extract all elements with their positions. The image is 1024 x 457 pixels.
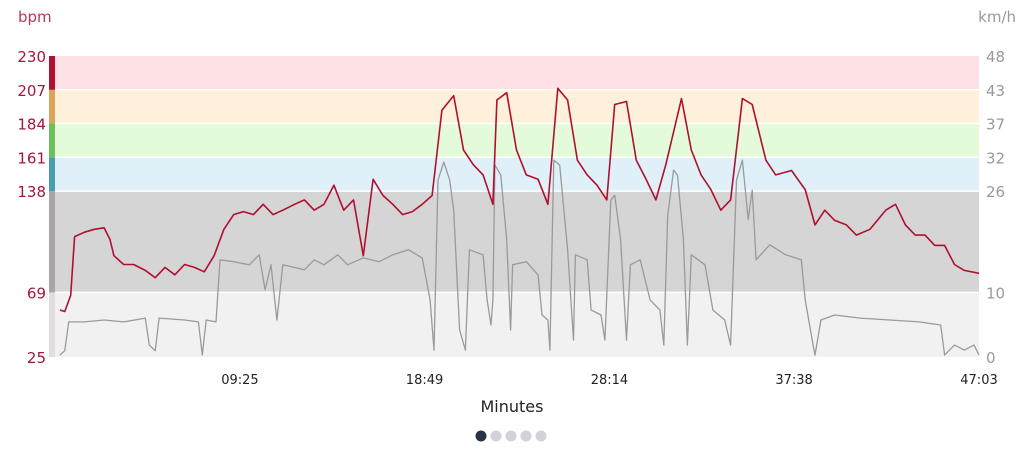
heart-rate-line [59,87,980,313]
zone-band [55,292,979,357]
x-tick-label: 28:14 [591,373,628,388]
right-axis-unit: km/h [978,8,1016,26]
page-dot[interactable] [535,430,547,442]
x-tick-label: 37:38 [775,373,812,388]
y-tick-label: 25 [27,349,46,367]
zone-color-bar [49,157,55,192]
y2-tick-label: 32 [986,149,1005,167]
heart-rate-zones [49,56,979,357]
y2-tick-label: 37 [986,116,1005,134]
y-tick-label: 69 [27,284,46,302]
page-dot[interactable] [505,430,517,442]
zone-color-bar [49,191,55,293]
x-tick-label: 09:25 [221,373,258,388]
zone-color-bar [49,89,55,124]
y-tick-label: 161 [17,149,46,167]
page-dot[interactable] [520,430,532,442]
speed-line [59,159,980,356]
zone-band [55,157,979,192]
y2-tick-label: 10 [986,284,1005,302]
y-tick-label: 138 [17,183,46,201]
y2-tick-label: 26 [986,183,1005,201]
zone-color-bar [49,292,55,357]
zone-color-bar [49,56,55,90]
y2-tick-label: 0 [986,349,996,367]
y-tick-label: 184 [17,116,46,134]
y2-tick-label: 43 [986,82,1005,100]
left-axis-unit: bpm [18,8,52,26]
y-tick-label: 230 [17,48,46,66]
page-indicator [475,430,547,442]
zone-color-bar [49,123,55,158]
x-axis-title: Minutes [481,397,544,416]
axis-ticks: 25 0 69 10 138 26 161 32 184 37 207 43 230 48 09:25 18:… [17,48,1005,388]
zone-band [55,191,979,293]
zone-band [55,56,979,90]
y2-tick-label: 48 [986,48,1005,66]
x-tick-label: 47:03 [960,373,997,388]
series-lines [59,87,980,356]
x-tick-label: 18:49 [406,373,443,388]
page-dot[interactable] [490,430,502,442]
zone-band [55,89,979,124]
page-dot[interactable] [475,430,487,442]
y-tick-label: 207 [17,82,46,100]
